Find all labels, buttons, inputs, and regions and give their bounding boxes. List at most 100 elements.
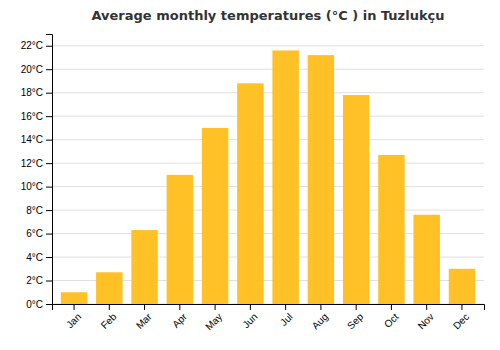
tick-mark <box>46 187 52 188</box>
chart: 0°C 2°C 4°C 6°C 8°C 10°C 12°C 14°C 16°C 18°C 20°C 2… <box>0 0 500 350</box>
tick-label: May <box>203 311 224 332</box>
bar <box>96 272 122 304</box>
tick-label: 2°C <box>26 275 43 286</box>
tick-mark <box>46 210 52 211</box>
y-tick: 14°C <box>21 134 52 145</box>
bar <box>237 83 263 304</box>
tick-label: Oct <box>382 311 401 330</box>
y-tick: 16°C <box>21 111 52 122</box>
grid-line <box>52 116 484 117</box>
tick-label: Dec <box>451 311 471 331</box>
plot: 0°C 2°C 4°C 6°C 8°C 10°C 12°C 14°C 16°C 18°C 20°C 2… <box>21 35 485 333</box>
tick-mark <box>46 281 52 282</box>
y-tick: 4°C <box>26 252 52 263</box>
grid-line <box>52 163 484 164</box>
bar <box>272 50 298 304</box>
axis-line <box>53 305 485 311</box>
grid <box>52 46 484 304</box>
bar <box>413 215 439 304</box>
y-tick: 22°C <box>21 40 52 51</box>
tick-mark <box>46 116 52 117</box>
tick-label: Feb <box>99 311 119 331</box>
tick-label: Aug <box>310 311 330 331</box>
tick-label: 6°C <box>26 228 43 239</box>
chart-container: 0°C 2°C 4°C 6°C 8°C 10°C 12°C 14°C 16°C 18°C 20°C 2… <box>0 0 500 350</box>
tick-label: 18°C <box>21 87 43 98</box>
tick-label: Nov <box>416 311 436 331</box>
tick-mark <box>46 140 52 141</box>
x-tick: Jan <box>64 304 83 330</box>
bar <box>343 95 369 304</box>
x-tick: Jul <box>278 304 295 328</box>
tick-label: 4°C <box>26 252 43 263</box>
tick-mark <box>461 304 462 310</box>
bar <box>61 292 87 304</box>
tick-label: Mar <box>134 311 154 331</box>
tick-label: 22°C <box>21 40 43 51</box>
y-tick: 8°C <box>26 205 52 216</box>
tick-mark <box>285 304 286 310</box>
title: Average monthly temperatures (°C ) in Tu… <box>91 8 444 23</box>
tick-label: 10°C <box>21 181 43 192</box>
y-tick: 20°C <box>21 64 52 75</box>
grid-line <box>52 92 484 93</box>
x-tick: Feb <box>99 304 119 331</box>
x-tick: Dec <box>451 304 471 331</box>
tick-mark <box>74 304 75 310</box>
grid-line <box>52 186 484 187</box>
tick-mark <box>215 304 216 310</box>
tick-mark <box>46 69 52 70</box>
x-tick: Oct <box>382 304 401 330</box>
tick-mark <box>250 304 251 310</box>
grid-line <box>52 139 484 140</box>
bars <box>61 50 475 304</box>
x-tick: Jun <box>240 304 259 330</box>
x-tick: Aug <box>310 304 330 331</box>
tick-mark <box>356 304 357 310</box>
tick-label: Jan <box>64 311 83 330</box>
tick-label: 8°C <box>26 205 43 216</box>
x-tick: May <box>203 304 224 332</box>
x-tick: Mar <box>134 304 154 331</box>
y-tick: 12°C <box>21 158 52 169</box>
tick-mark <box>46 257 52 258</box>
tick-mark <box>46 163 52 164</box>
tick-mark <box>179 304 180 310</box>
tick-label: 20°C <box>21 64 43 75</box>
y-tick: 2°C <box>26 275 52 286</box>
tick-mark <box>144 304 145 310</box>
y-axis: 0°C 2°C 4°C 6°C 8°C 10°C 12°C 14°C 16°C 18°C 20°C 2… <box>21 35 53 310</box>
tick-label: Jun <box>240 311 259 330</box>
tick-mark <box>109 304 110 310</box>
bar <box>308 55 334 304</box>
x-tick: Apr <box>170 304 189 330</box>
tick-label: 12°C <box>21 158 43 169</box>
x-axis: Jan Feb Mar Apr May Jun Jul Aug Sep Oct Nov Dec <box>53 304 485 332</box>
x-tick: Sep <box>345 304 366 331</box>
tick-mark <box>46 46 52 47</box>
tick-label: Jul <box>278 311 295 328</box>
tick-label: 14°C <box>21 134 43 145</box>
tick-mark <box>391 304 392 310</box>
y-tick: 10°C <box>21 181 52 192</box>
tick-mark <box>320 304 321 310</box>
tick-label: Sep <box>345 311 366 332</box>
bar <box>131 230 157 304</box>
bar <box>449 269 475 304</box>
axis-line <box>46 35 53 305</box>
y-tick: 18°C <box>21 87 52 98</box>
y-tick: 0°C <box>26 299 52 310</box>
grid-line <box>52 69 484 70</box>
tick-label: Apr <box>170 311 189 330</box>
tick-mark <box>426 304 427 310</box>
x-tick: Nov <box>416 304 436 331</box>
tick-label: 0°C <box>26 299 43 310</box>
bar <box>167 175 193 304</box>
grid-line <box>52 45 484 46</box>
tick-label: 16°C <box>21 111 43 122</box>
grid-line <box>52 210 484 211</box>
bar <box>202 128 228 304</box>
tick-mark <box>46 234 52 235</box>
bar <box>378 155 404 304</box>
y-tick: 6°C <box>26 228 52 239</box>
